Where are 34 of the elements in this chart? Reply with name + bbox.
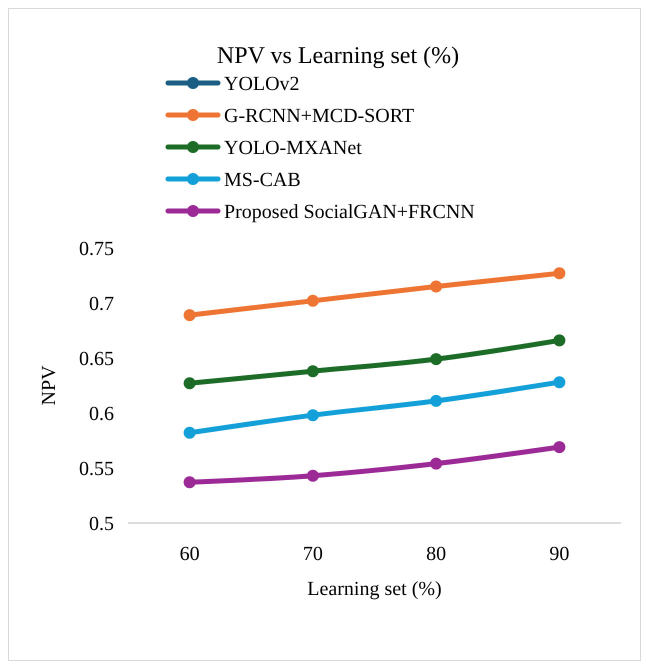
point [184,377,196,390]
point [306,365,319,378]
point [306,409,319,422]
y-tick-label: 0.65 [79,348,114,370]
point [553,376,566,388]
y-tick-label: 0.55 [79,458,114,480]
y-tick-label: 0.6 [89,403,114,425]
legend-label: Proposed SocialGAN+FRCNN [224,201,475,223]
chart-title: NPV vs Learning set (%) [216,43,460,69]
x-tick-label: 80 [426,543,446,565]
point [184,426,196,439]
point [553,334,566,346]
legend-label: YOLO-MXANet [224,137,362,159]
x-axis-title: Learning set (%) [307,578,442,600]
x-tick-label: 90 [549,543,570,565]
y-tick-label: 0.7 [89,293,114,315]
point [306,470,319,482]
point [430,458,442,470]
point [430,280,442,292]
point [184,476,196,488]
legend-label: YOLOv2 [224,73,300,95]
point [306,294,319,307]
point [553,267,566,280]
legend-label: MS-CAB [224,169,301,191]
point [430,394,442,407]
y-tick-label: 0.5 [89,513,114,535]
point [553,441,566,454]
legend-label: G-RCNN+MCD-SORT [224,105,414,127]
y-tick-label: 0.75 [79,238,114,260]
y-axis-title: NPV [38,364,60,406]
x-tick-label: 60 [180,543,200,565]
point [184,309,196,322]
point [430,353,442,366]
x-tick-label: 70 [302,543,323,565]
